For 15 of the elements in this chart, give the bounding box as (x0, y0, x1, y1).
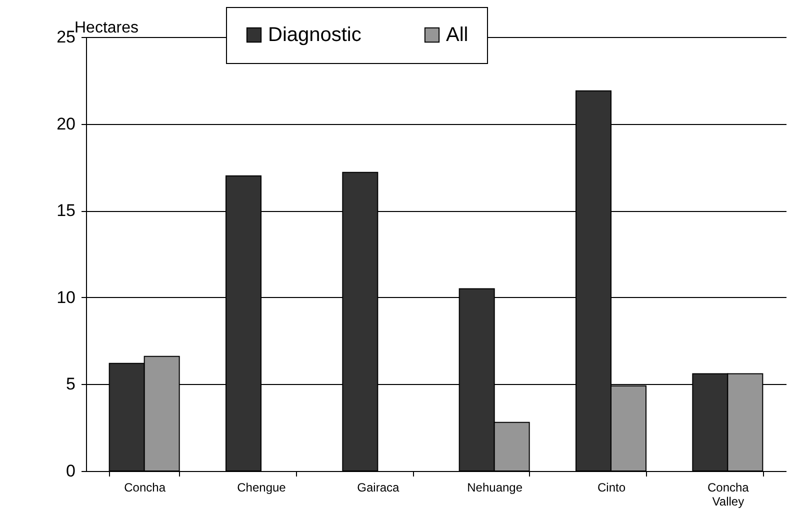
y-tick-label: 15 (56, 201, 76, 220)
x-tick-label: Nehuange (467, 480, 523, 494)
y-tick-label: 5 (66, 374, 76, 394)
y-axis-title: Hectares (74, 20, 139, 36)
y-tick-label: 10 (56, 288, 76, 307)
x-tick-label: Chengue (237, 480, 286, 494)
x-tick-label: Gairaca (357, 480, 400, 494)
y-tick-label: 25 (56, 28, 76, 46)
legend-label: All (446, 24, 468, 46)
y-tick-label: 20 (56, 114, 76, 134)
x-tick-label: Concha Valley (707, 480, 750, 508)
x-tick-label: Concha (124, 480, 166, 494)
y-tick-label: 0 (66, 462, 76, 480)
x-tick-label: Cinto (597, 480, 626, 494)
legend-label: Diagnostic (268, 24, 362, 46)
